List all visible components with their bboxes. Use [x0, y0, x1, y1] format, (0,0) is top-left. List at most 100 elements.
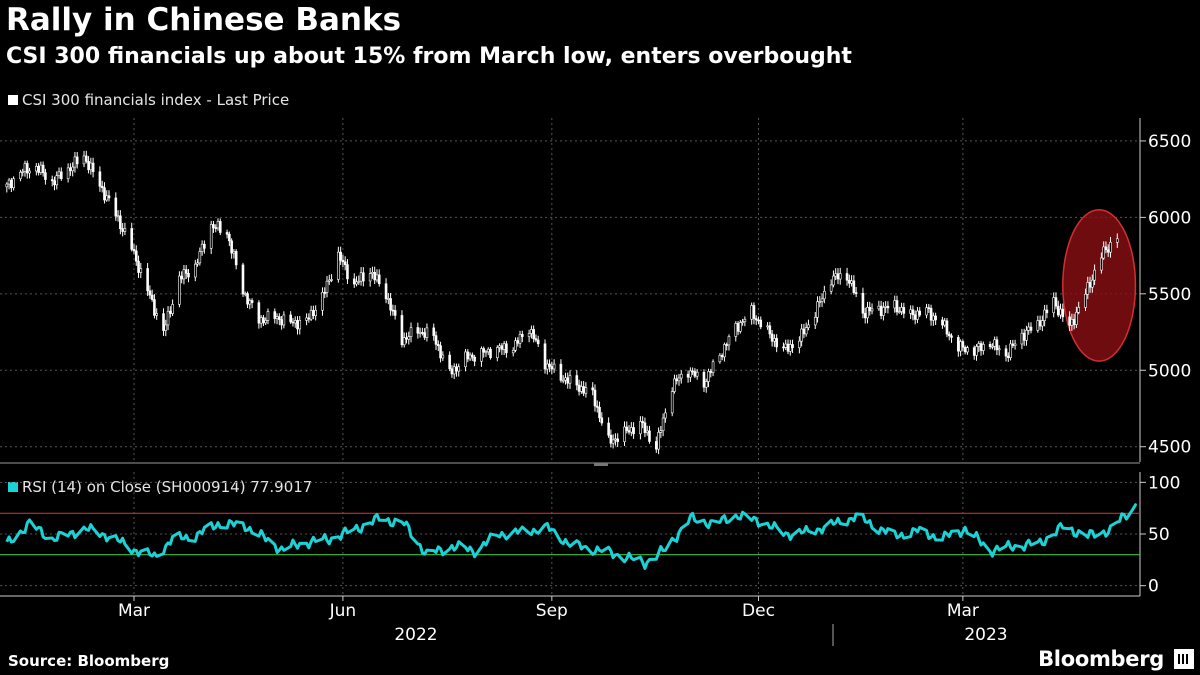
price-candle-body: [791, 344, 794, 348]
price-candle-body: [995, 339, 999, 351]
price-candle-body: [39, 164, 43, 173]
price-candle-body: [532, 329, 535, 339]
price-candle-body: [473, 356, 476, 362]
price-candle-body: [182, 269, 186, 280]
price-candle-body: [82, 155, 86, 165]
price-candle-body: [861, 293, 865, 314]
price-candle-body: [916, 310, 919, 320]
price-candle-body: [743, 318, 747, 322]
price-candle-body: [132, 249, 136, 252]
price-candle-body: [448, 354, 451, 370]
price-candle-body: [457, 366, 461, 372]
price-candle-body: [548, 363, 551, 367]
price-candle-body: [1061, 308, 1065, 318]
rsi-series-line: [5, 503, 1137, 570]
price-candle-body: [116, 215, 120, 218]
price-candle-body: [863, 312, 867, 319]
price-candle-body: [434, 335, 438, 345]
price-candle-body: [166, 310, 170, 326]
price-candle-body: [832, 275, 835, 286]
price-candle-body: [305, 317, 308, 321]
price-candle-body: [1068, 316, 1071, 326]
price-candle-body: [10, 179, 13, 189]
price-candle-body: [452, 366, 456, 375]
price-candle-body: [641, 421, 644, 424]
price-candle-body: [98, 171, 102, 187]
price-candle-body: [377, 274, 381, 285]
price-candle-body: [943, 320, 947, 326]
source-note: Source: Bloomberg: [8, 652, 170, 670]
price-candle-body: [184, 269, 188, 274]
price-candle-body: [784, 343, 788, 348]
rsi-ytick-label-0: 0: [1148, 577, 1159, 597]
price-candle-body: [87, 160, 90, 171]
price-candle-body: [1022, 332, 1026, 341]
price-candle-body: [947, 333, 951, 337]
price-candle-body: [627, 430, 631, 433]
price-candle-body: [516, 340, 520, 344]
price-candle-body: [689, 370, 692, 378]
price-candle-body: [575, 375, 579, 386]
price-candle-body: [720, 355, 724, 358]
x-tick-label-2: Sep: [536, 601, 568, 621]
price-candle-body: [464, 351, 467, 368]
price-candle-body: [355, 281, 358, 285]
price-candle-body: [25, 163, 29, 174]
price-candle-body: [584, 387, 588, 394]
price-candle-body: [741, 321, 744, 323]
price-candle-body: [834, 273, 837, 277]
price-candle-body: [130, 228, 134, 250]
price-candle-body: [530, 329, 533, 334]
price-candle-body: [187, 273, 190, 278]
price-candle-body: [466, 351, 470, 360]
price-candle-body: [552, 363, 556, 370]
price-candle-body: [595, 405, 599, 408]
price-candle-body: [977, 343, 981, 347]
price-candle-body: [480, 348, 483, 362]
price-candle-body: [193, 263, 197, 278]
price-candle-body: [393, 310, 397, 316]
price-candle-body: [718, 355, 722, 363]
price-candle-body: [757, 319, 760, 322]
price-candle-body: [884, 305, 887, 308]
price-candle-body: [1020, 332, 1024, 345]
price-candle-body: [209, 224, 213, 249]
price-candle-body: [820, 298, 824, 302]
price-legend-swatch: [8, 95, 18, 105]
price-candle-body: [425, 327, 429, 338]
price-candle-body: [312, 310, 315, 316]
price-candle-body: [927, 307, 931, 309]
price-candle-body: [327, 279, 331, 282]
price-legend-label: CSI 300 financials index - Last Price: [22, 91, 290, 109]
price-candle-body: [770, 333, 774, 342]
price-candle-body: [169, 310, 172, 314]
price-candle-body: [359, 272, 363, 282]
price-candle-body: [400, 315, 404, 346]
price-candle-body: [993, 339, 996, 347]
price-candle-body: [243, 293, 247, 295]
price-candle-body: [19, 171, 22, 179]
price-candle-body: [982, 344, 985, 351]
price-candle-body: [134, 250, 138, 262]
price-candle-body: [593, 389, 597, 407]
price-candle-body: [691, 370, 694, 373]
price-candle-body: [607, 422, 610, 436]
price-candle-body: [877, 305, 881, 310]
price-candle-body: [200, 243, 204, 252]
price-candle-body: [405, 337, 408, 340]
price-candle-body: [266, 311, 270, 321]
price-candle-body: [496, 347, 499, 359]
price-candle-body: [804, 327, 808, 335]
price-candle-body: [913, 314, 917, 320]
price-candle-body: [1091, 279, 1094, 288]
price-candle-body: [725, 344, 728, 346]
price-candle-body: [1011, 343, 1015, 346]
price-candle-body: [1036, 320, 1040, 331]
price-candle-body: [759, 319, 763, 328]
price-candle-body: [1056, 305, 1060, 316]
price-candle-body: [752, 305, 756, 319]
price-candle-body: [816, 301, 819, 318]
year-label-0: 2022: [394, 625, 437, 645]
price-candle-body: [813, 317, 817, 326]
price-candle-body: [1052, 297, 1056, 314]
